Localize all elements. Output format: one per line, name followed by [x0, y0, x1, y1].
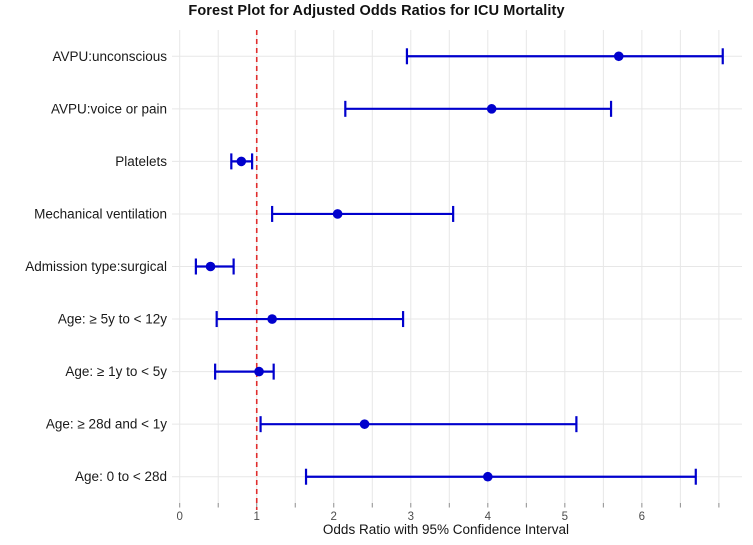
or-point: [254, 366, 264, 377]
or-point: [332, 209, 343, 219]
category-label: Age: ≥ 5y to < 12y: [58, 312, 167, 327]
chart-title: Forest Plot for Adjusted Odds Ratios for…: [188, 3, 565, 19]
category-label: Admission type:surgical: [25, 259, 167, 274]
x-tick-label: 5: [562, 511, 568, 523]
x-tick-label: 6: [639, 511, 645, 523]
or-point: [613, 51, 624, 62]
x-axis-title: Odds Ratio with 95% Confidence Interval: [322, 522, 570, 537]
x-tick-label: 2: [331, 511, 337, 523]
x-tick-label: 4: [485, 511, 492, 523]
or-point: [359, 419, 370, 429]
category-label: AVPU:unconscious: [52, 49, 167, 64]
category-label: Age: 0 to < 28d: [75, 469, 167, 484]
category-label: Platelets: [115, 154, 167, 169]
x-tick-label: 1: [254, 511, 260, 523]
category-label: AVPU:voice or pain: [51, 101, 167, 116]
category-label: Mechanical ventilation: [34, 206, 167, 221]
x-tick-label: 0: [176, 511, 182, 523]
or-point: [236, 156, 247, 167]
x-tick-label: 3: [408, 511, 414, 523]
or-point: [486, 104, 497, 114]
category-label: Age: ≥ 28d and < 1y: [46, 417, 167, 432]
category-label: Age: ≥ 1y to < 5y: [65, 364, 167, 379]
or-point: [267, 314, 277, 324]
or-point: [483, 471, 493, 482]
or-point: [205, 261, 216, 272]
